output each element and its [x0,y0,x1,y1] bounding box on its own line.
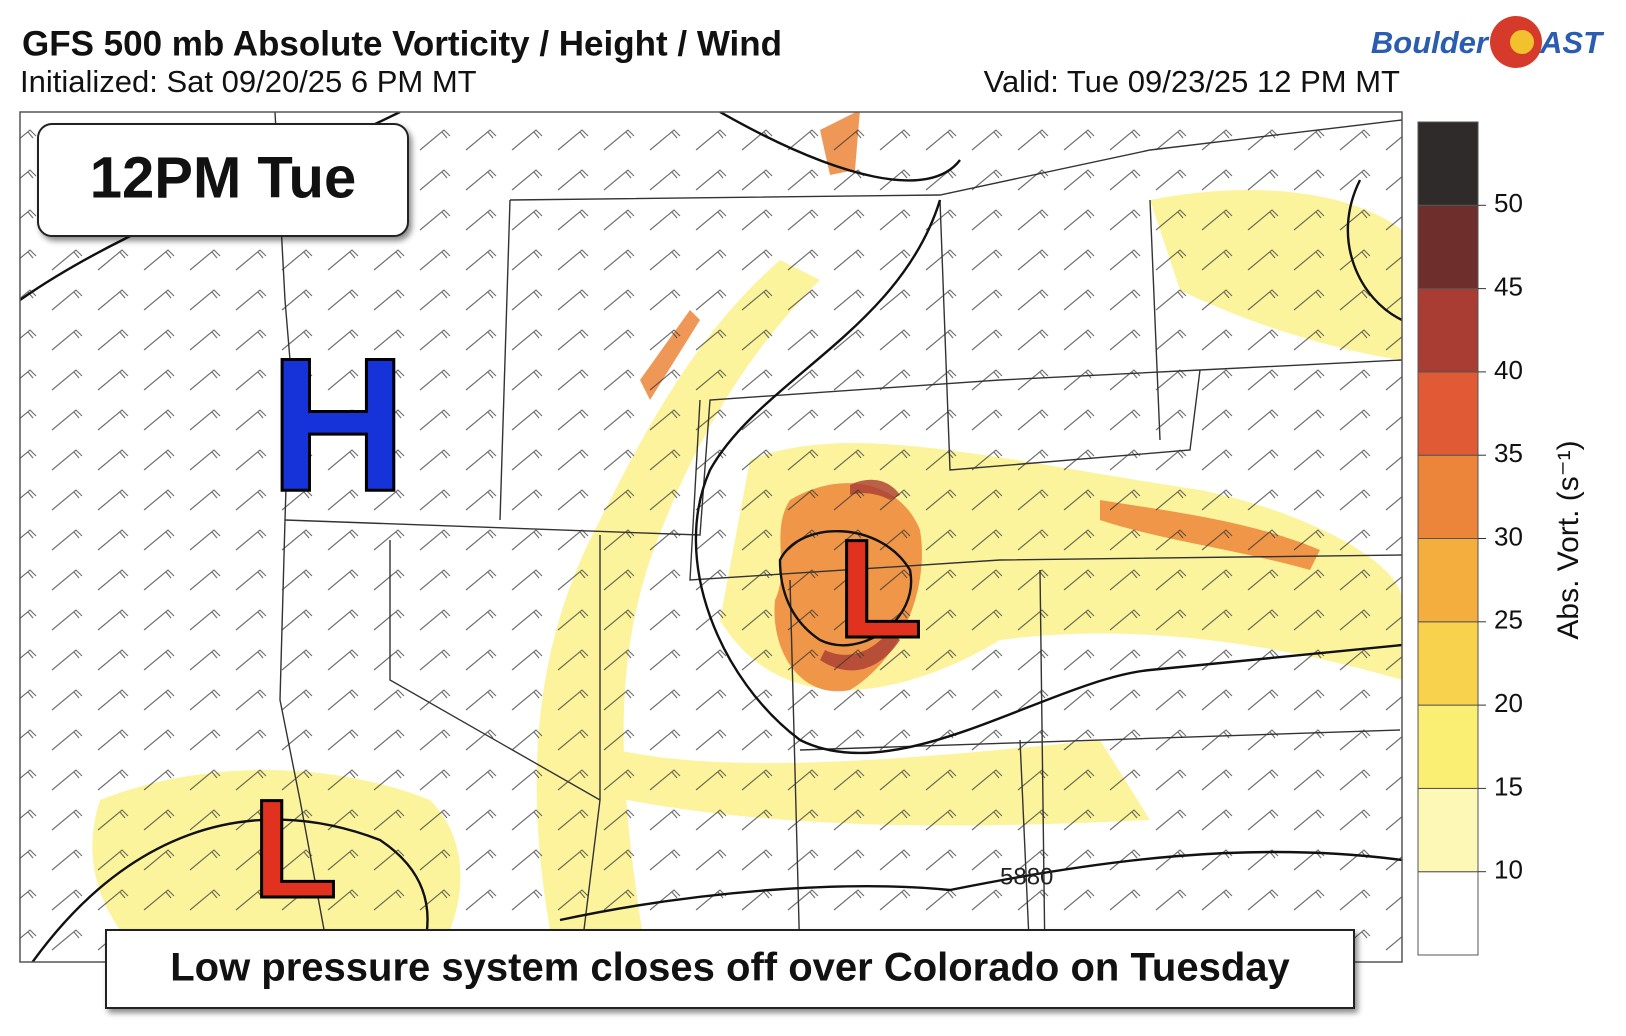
colorbar-tick-label: 10 [1494,855,1523,885]
logo-text: AST [1539,25,1605,60]
colorbar-tick-label: 20 [1494,688,1523,718]
colorbar-box [1417,371,1479,456]
badge: 12PM Tue [90,145,356,210]
colorbar-tick-label: 45 [1494,271,1523,301]
caption-box [105,929,1355,1009]
colorbar-box [1417,121,1479,206]
colorbar-tick-label: 40 [1494,355,1523,385]
colorbar-tick-label: 50 [1494,188,1523,218]
map: 5880 H L L [20,112,1402,962]
valid-time: Valid: Tue 09/23/25 12 PM MT [984,64,1400,99]
low-label: L [252,770,338,927]
colorbar-box [1417,704,1479,789]
colorbar-box [1417,538,1479,623]
colorbar-box [1417,204,1479,290]
colorbar-label: Abs. Vort. (s⁻¹) [1552,440,1585,639]
colorbar-box [1417,787,1479,873]
title: GFS 500 mb Absolute Vorticity / Height /… [22,24,782,63]
colorbar-tick-label: 35 [1494,438,1523,468]
high-label: H [269,319,406,531]
colorbar-tick-label: 15 [1494,771,1523,801]
wind-barbs [20,112,1402,962]
initialized: Initialized: Sat 09/20/25 6 PM MT [20,64,477,99]
colorbar-tick-label: 25 [1494,605,1523,635]
colorbar-box [1417,871,1479,956]
low-label: L [837,510,923,667]
caption: Low pressure system closes off over Colo… [170,946,1290,990]
badge-box [37,123,409,237]
colorbar: 10 15 20 25 30 35 40 45 50 [1417,121,1523,956]
colorbar-box [1417,621,1479,706]
logo-text: Boulder [1371,25,1490,60]
state-borders [274,112,1402,962]
colorbar-box [1417,288,1479,373]
logo-icon [1510,30,1534,54]
contour-label: 5880 [1000,863,1053,890]
colorbar-box [1417,454,1479,540]
colorbar-tick-label: 30 [1494,521,1523,551]
